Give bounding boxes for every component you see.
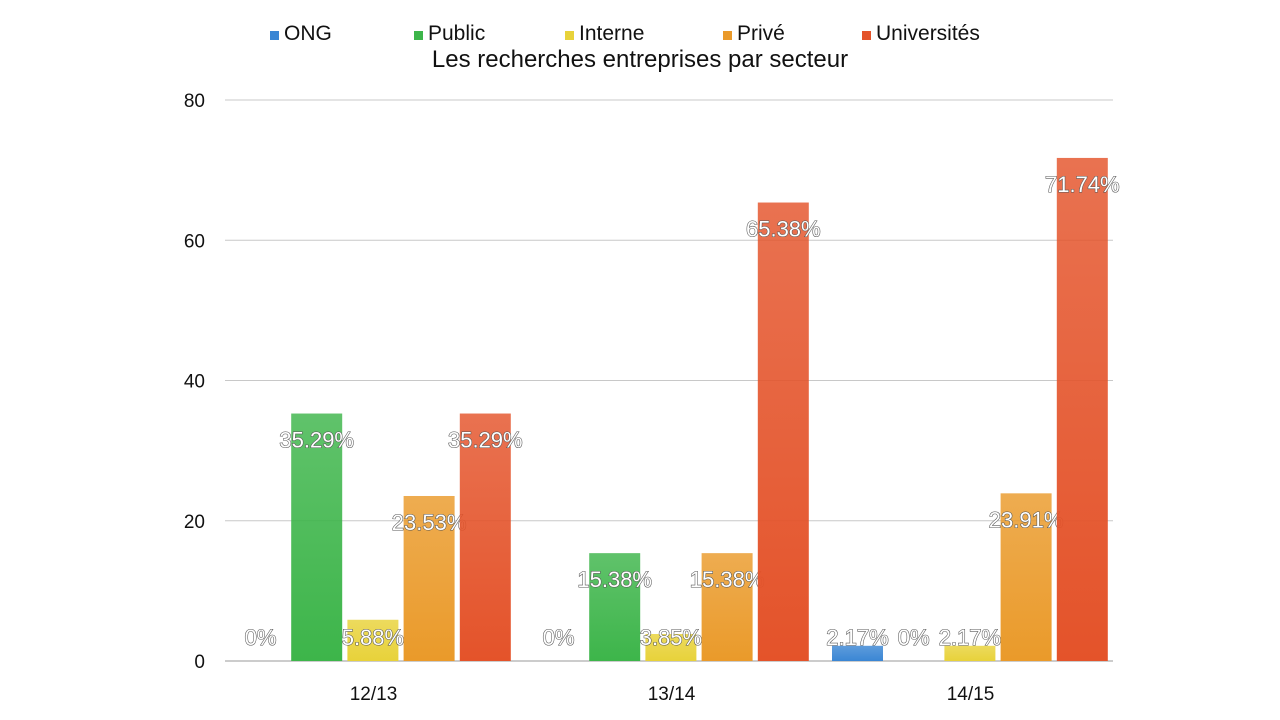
data-label: 71.74% xyxy=(1045,172,1120,197)
legend-swatch xyxy=(862,30,871,40)
y-tick-label: 60 xyxy=(184,231,205,252)
bar xyxy=(832,645,883,661)
bar xyxy=(347,619,399,661)
legend-label: Privé xyxy=(737,22,785,45)
legend-item: ONG xyxy=(270,22,332,46)
data-label: 0% xyxy=(898,625,930,650)
bar xyxy=(459,413,511,661)
legend-item: Privé xyxy=(723,22,785,46)
legend-label: ONG xyxy=(284,22,332,45)
data-label: 15.38% xyxy=(577,567,652,592)
bar xyxy=(291,413,343,661)
legend-label: Public xyxy=(428,22,486,45)
bar xyxy=(403,495,455,661)
legend-swatch xyxy=(723,30,732,40)
data-label: 23.53% xyxy=(392,510,467,535)
data-label: 2.17% xyxy=(826,625,888,650)
x-tick-label: 13/14 xyxy=(648,684,696,705)
bar xyxy=(757,202,809,661)
y-tick-label: 0 xyxy=(194,652,205,673)
data-label: 15.38% xyxy=(690,567,765,592)
data-label: 3.85% xyxy=(640,625,702,650)
chart-title: Les recherches entreprises par secteur xyxy=(431,46,849,73)
legend-item: Universités xyxy=(862,22,980,46)
data-label: 35.29% xyxy=(448,428,523,453)
bar xyxy=(701,553,753,661)
x-tick-label: 12/13 xyxy=(350,684,398,705)
data-label: 65.38% xyxy=(746,217,821,242)
legend-label: Interne xyxy=(579,22,645,45)
bar xyxy=(1056,157,1108,661)
bar xyxy=(1000,493,1052,661)
data-label: 35.29% xyxy=(279,428,354,453)
legend-swatch xyxy=(270,30,279,40)
data-label: 23.91% xyxy=(989,507,1064,532)
bar xyxy=(944,645,996,661)
y-tick-label: 20 xyxy=(184,512,205,533)
legend-item: Interne xyxy=(565,22,644,46)
data-label: 0% xyxy=(245,625,277,650)
bar xyxy=(645,634,697,661)
legend: ONG Public Interne Privé Universités xyxy=(0,22,1280,48)
data-label: 5.88% xyxy=(342,625,404,650)
legend-item: Public xyxy=(414,22,485,46)
y-tick-label: 80 xyxy=(184,91,205,112)
legend-swatch xyxy=(414,30,423,40)
x-tick-label: 14/15 xyxy=(947,684,995,705)
y-tick-label: 40 xyxy=(184,372,205,393)
legend-label: Universités xyxy=(876,22,980,45)
bar xyxy=(589,553,641,661)
legend-swatch xyxy=(565,30,574,40)
data-label: 2.17% xyxy=(939,625,1001,650)
data-label: 0% xyxy=(543,625,575,650)
